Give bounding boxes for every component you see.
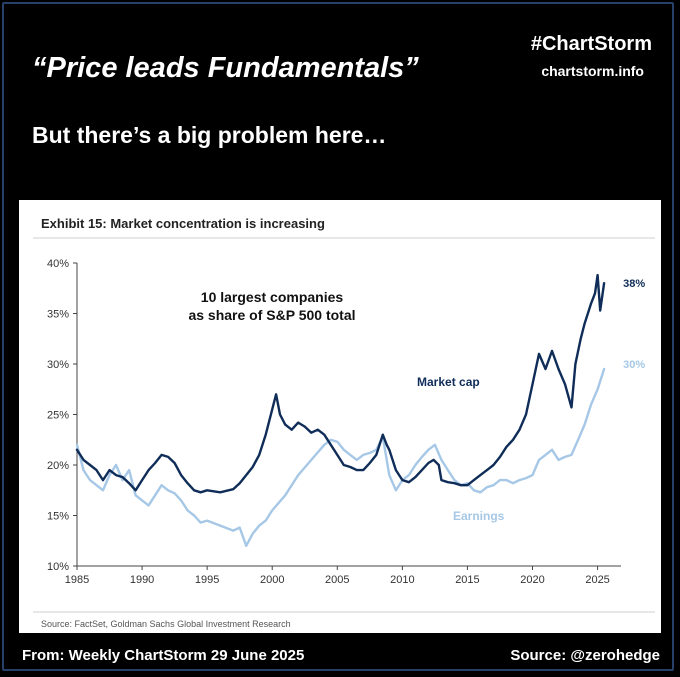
chart-panel: Exhibit 15: Market concentration is incr… xyxy=(19,200,661,633)
y-tick-label: 25% xyxy=(47,410,69,422)
x-tick-label: 1985 xyxy=(65,574,89,586)
x-tick-label: 1990 xyxy=(130,574,154,586)
earnings-label: Earnings xyxy=(453,509,505,523)
earnings-line xyxy=(75,367,606,547)
subtitle: But there’s a big problem here… xyxy=(32,122,387,148)
y-tick-label: 10% xyxy=(47,561,69,573)
annotation-line-1: 10 largest companies xyxy=(201,289,344,305)
chart-source: Source: FactSet, Goldman Sachs Global In… xyxy=(41,619,291,629)
y-tick-label: 15% xyxy=(47,511,69,523)
y-tick-label: 20% xyxy=(47,460,69,472)
headline-quote: “Price leads Fundamentals” xyxy=(32,52,419,84)
annotation-line-2: as share of S&P 500 total xyxy=(188,307,355,323)
x-tick-label: 1995 xyxy=(195,574,219,586)
market-cap-label: Market cap xyxy=(417,375,480,389)
line-chart: Exhibit 15: Market concentration is incr… xyxy=(33,216,655,629)
footer-source: Source: @zerohedge xyxy=(510,647,660,664)
y-tick-label: 40% xyxy=(47,258,69,270)
market-cap-line xyxy=(75,273,606,494)
x-tick-label: 2015 xyxy=(455,574,479,586)
earnings-end-label: 30% xyxy=(623,359,645,371)
y-tick-label: 35% xyxy=(47,309,69,321)
x-tick-label: 2010 xyxy=(390,574,414,586)
footer-attribution: From: Weekly ChartStorm 29 June 2025 xyxy=(22,647,305,664)
x-tick-label: 2025 xyxy=(585,574,609,586)
chart-title: Exhibit 15: Market concentration is incr… xyxy=(41,216,325,231)
x-tick-label: 2000 xyxy=(260,574,284,586)
x-tick-label: 2005 xyxy=(325,574,349,586)
y-tick-label: 30% xyxy=(47,359,69,371)
brand-website: chartstorm.info xyxy=(541,63,644,79)
brand-hashtag: #ChartStorm xyxy=(530,33,652,55)
market-cap-end-label: 38% xyxy=(623,278,645,290)
border-frame xyxy=(2,2,674,671)
x-tick-label: 2020 xyxy=(520,574,544,586)
